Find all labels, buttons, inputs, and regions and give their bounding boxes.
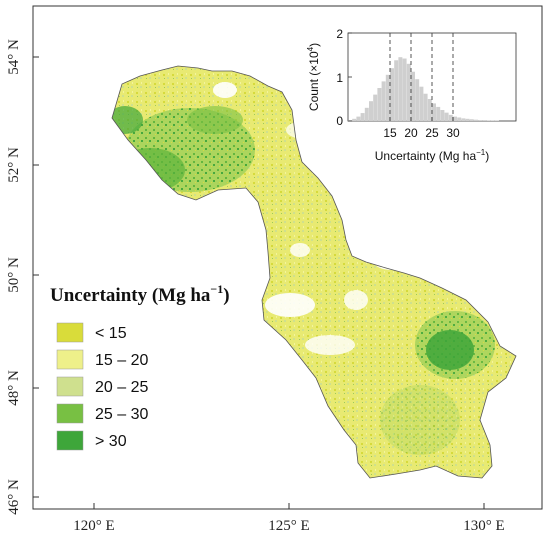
latitude-label: 54° N — [6, 39, 22, 75]
histogram-bar — [415, 79, 420, 121]
latitude-label: 52° N — [6, 147, 22, 183]
histogram-bar — [457, 117, 462, 121]
uncertainty-raster — [111, 65, 517, 479]
histogram-bar — [461, 118, 466, 121]
inset-histogram: 2 1 0 15 20 25 30 Count (×104) Uncertainty … — [306, 27, 517, 163]
histogram-bar — [469, 119, 474, 121]
histogram-bar — [436, 106, 441, 121]
histogram-bar — [453, 116, 457, 121]
inset-x-tick-labels: 15 20 25 30 — [383, 126, 460, 140]
histogram-bar — [448, 114, 453, 121]
histogram-bar — [444, 112, 449, 121]
legend-label: > 30 — [95, 433, 127, 450]
histogram-bar — [352, 118, 357, 121]
histogram-bar — [432, 103, 436, 121]
histogram-bar — [373, 94, 378, 121]
legend-label: 25 – 30 — [95, 406, 148, 423]
reference-lines — [389, 33, 454, 121]
latitude-label: 46° N — [6, 479, 22, 515]
inset-y-tick-label: 2 — [336, 27, 343, 41]
histogram-bar — [427, 99, 432, 121]
histogram-bars — [348, 57, 499, 121]
legend-swatch — [56, 376, 84, 397]
histogram-bar — [478, 120, 483, 121]
histogram-bar — [381, 81, 386, 121]
histogram-bar — [394, 60, 399, 121]
legend-items: < 15 15 – 20 20 – 25 25 – 30 > 30 — [56, 322, 148, 451]
inset-ylabel: Count (×104) — [306, 43, 321, 111]
longitude-label: 120° E — [73, 518, 114, 534]
latitude-ticks — [33, 56, 39, 498]
legend-label: 15 – 20 — [95, 352, 148, 369]
latitude-label: 48° N — [6, 370, 22, 406]
inset-y-tick-label: 0 — [336, 114, 343, 128]
longitude-label: 125° E — [268, 518, 309, 534]
histogram-bar — [482, 120, 487, 121]
histogram-bar — [398, 57, 403, 121]
inset-xlabel: Uncertainty (Mg ha−1) — [375, 148, 490, 163]
histogram-bar — [423, 93, 428, 121]
inset-x-tick-label: 25 — [425, 126, 439, 140]
longitude-ticks — [93, 503, 485, 509]
histogram-bar — [402, 58, 407, 121]
legend: Uncertainty (Mg ha−1) < 15 15 – 20 20 – 25… — [50, 282, 230, 451]
legend-swatch — [56, 322, 84, 343]
histogram-bar — [385, 74, 390, 121]
legend-title: Uncertainty (Mg ha−1) — [50, 282, 230, 306]
map-frame — [32, 5, 543, 510]
legend-label: < 15 — [95, 325, 127, 342]
latitude-label: 50° N — [6, 257, 22, 293]
histogram-bar — [377, 88, 382, 121]
histogram-bar — [364, 107, 369, 121]
histogram-bar — [411, 71, 415, 121]
inset-y-ticks — [348, 32, 352, 122]
inset-y-tick-label: 1 — [336, 71, 343, 85]
histogram-bar — [369, 101, 373, 121]
histogram-bar — [348, 120, 352, 121]
longitude-label: 130° E — [463, 518, 504, 534]
legend-swatch — [56, 430, 84, 451]
histogram-bar — [360, 113, 365, 121]
histogram-bar — [406, 63, 411, 121]
legend-swatch — [56, 403, 84, 424]
legend-label: 20 – 25 — [95, 379, 148, 396]
legend-swatch — [56, 349, 84, 370]
histogram-bar — [465, 118, 470, 121]
histogram-bar — [440, 110, 445, 121]
inset-x-tick-label: 15 — [383, 126, 397, 140]
histogram-bar — [474, 119, 478, 121]
histogram-bar — [419, 86, 424, 121]
histogram-bar — [356, 116, 361, 121]
inset-x-tick-label: 30 — [446, 126, 460, 140]
inset-x-tick-label: 20 — [404, 126, 418, 140]
histogram-bar — [390, 68, 394, 121]
